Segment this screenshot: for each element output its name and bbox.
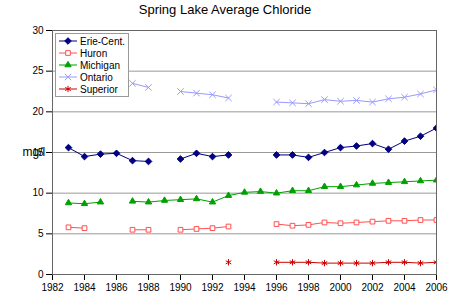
html-text:Huron: Huron — [80, 47, 108, 59]
html-text:Ontario: Ontario — [80, 71, 113, 83]
svg-text:1996: 1996 — [265, 282, 288, 293]
svg-text:1994: 1994 — [233, 282, 256, 293]
svg-text:2002: 2002 — [361, 282, 384, 293]
svg-text:1998: 1998 — [297, 282, 320, 293]
svg-text:1982: 1982 — [41, 282, 64, 293]
svg-text:0: 0 — [38, 269, 44, 280]
svg-text:1986: 1986 — [105, 282, 128, 293]
svg-text:2004: 2004 — [393, 282, 416, 293]
svg-text:1988: 1988 — [137, 282, 160, 293]
html-text:Michigan: Michigan — [80, 59, 120, 71]
svg-text:mg/l: mg/l — [23, 145, 46, 159]
svg-text:2006: 2006 — [425, 282, 448, 293]
svg-text:2000: 2000 — [329, 282, 352, 293]
svg-text:10: 10 — [32, 187, 44, 198]
html-text:Spring Lake Average Chloride: Spring Lake Average Chloride — [138, 2, 312, 17]
svg-text:5: 5 — [38, 228, 44, 239]
svg-text:25: 25 — [32, 65, 44, 76]
svg-text:20: 20 — [32, 106, 44, 117]
svg-text:30: 30 — [32, 25, 44, 36]
html-text:Erie-Cent.: Erie-Cent. — [80, 35, 125, 47]
svg-text:1990: 1990 — [169, 282, 192, 293]
svg-text:1992: 1992 — [201, 282, 224, 293]
html-text:Superior: Superior — [80, 83, 118, 95]
svg-text:1984: 1984 — [73, 282, 96, 293]
